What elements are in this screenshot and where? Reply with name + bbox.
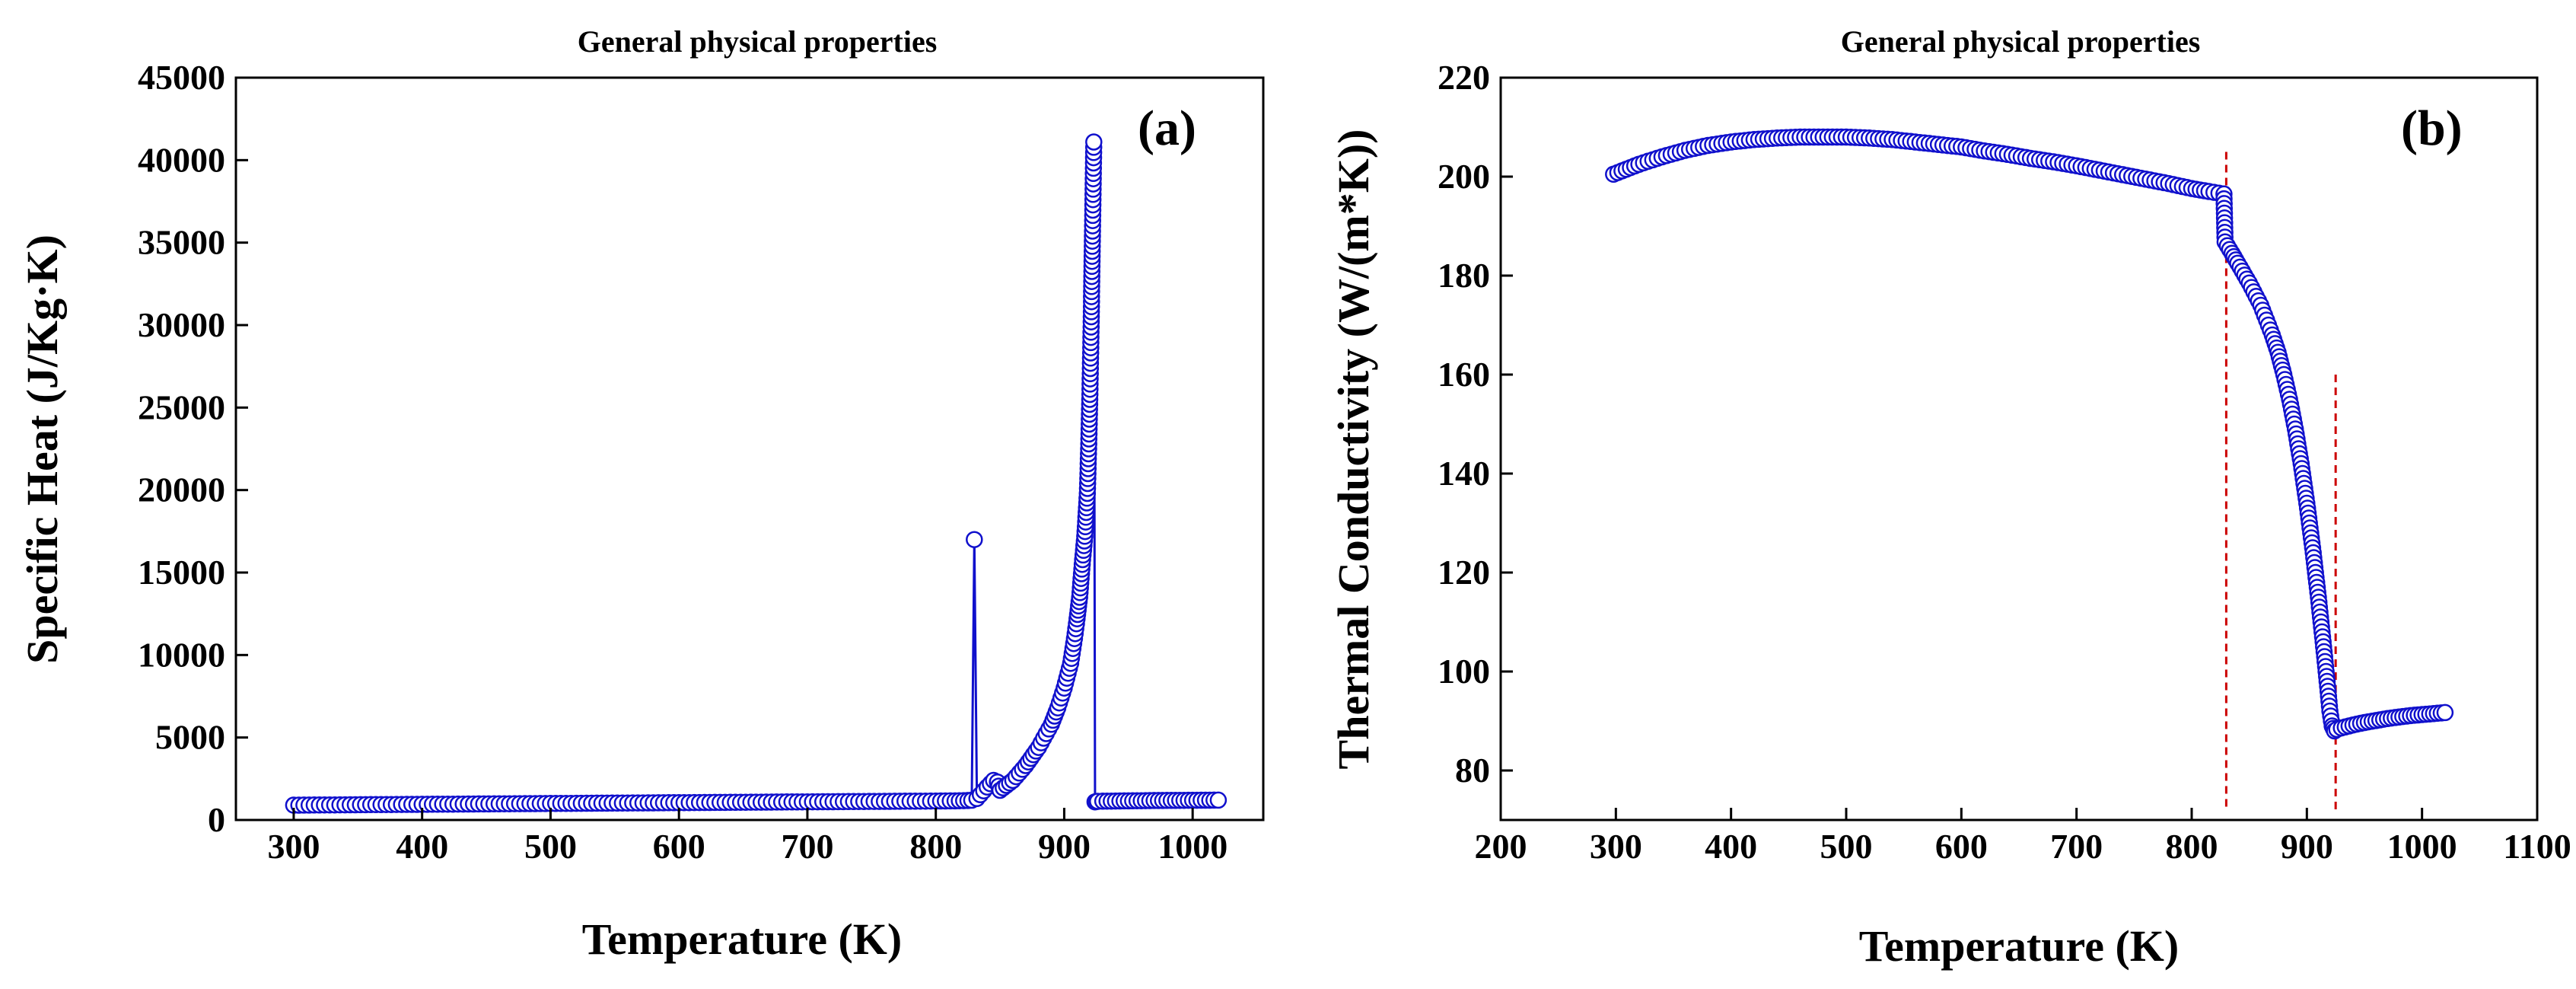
x-tick-label: 400 xyxy=(1705,827,1757,866)
panel-b-series xyxy=(1605,128,2454,740)
y-tick-label: 200 xyxy=(1438,157,1490,196)
panel-a-x-axis-title: Temperature (K) xyxy=(582,914,902,964)
y-tick-label: 35000 xyxy=(138,223,225,262)
x-tick-label: 600 xyxy=(1935,827,1988,866)
panel-b-y-axis-title: Thermal Conductivity (W/(m*K)) xyxy=(1329,129,1378,770)
y-tick-label: 10000 xyxy=(138,635,225,674)
x-tick-label: 600 xyxy=(653,827,705,866)
x-tick-label: 800 xyxy=(2166,827,2218,866)
y-tick-label: 100 xyxy=(1438,652,1490,691)
y-tick-label: 15000 xyxy=(138,553,225,592)
y-tick-label: 220 xyxy=(1438,58,1490,97)
x-tick-label: 900 xyxy=(2281,827,2333,866)
y-tick-label: 25000 xyxy=(138,388,225,426)
panel-a-plot-frame xyxy=(234,76,1265,822)
y-tick-label: 160 xyxy=(1438,355,1490,394)
y-tick-label: 180 xyxy=(1438,256,1490,295)
x-tick-label: 300 xyxy=(267,827,320,866)
panel-b-reference-lines xyxy=(2224,152,2337,810)
y-tick-label: 20000 xyxy=(138,471,225,509)
x-tick-label: 300 xyxy=(1590,827,1642,866)
x-tick-label: 900 xyxy=(1038,827,1091,866)
data-point xyxy=(1085,133,1103,151)
x-tick-label: 200 xyxy=(1475,827,1527,866)
y-tick-label: 45000 xyxy=(138,58,225,97)
y-tick-label: 120 xyxy=(1438,553,1490,592)
y-tick-label: 30000 xyxy=(138,305,225,344)
data-point xyxy=(2436,703,2454,722)
y-tick-label: 5000 xyxy=(155,718,225,757)
y-tick-label: 40000 xyxy=(138,140,225,179)
panel-a-series xyxy=(285,133,1228,814)
y-tick-label: 0 xyxy=(208,800,225,839)
x-tick-label: 1000 xyxy=(2387,827,2457,866)
x-tick-label: 800 xyxy=(909,827,962,866)
data-point xyxy=(966,531,983,548)
x-tick-label: 1000 xyxy=(1157,827,1228,866)
x-tick-label: 400 xyxy=(396,827,448,866)
panel-b-title: General physical properties xyxy=(1841,24,2201,59)
data-point xyxy=(1209,791,1228,809)
panel-b-letter: (b) xyxy=(2401,100,2463,156)
panel-a-y-axis-title: Specific Heat (J/Kg·K) xyxy=(18,234,67,664)
panel-a-letter: (a) xyxy=(1138,100,1196,156)
x-tick-label: 700 xyxy=(781,827,833,866)
x-tick-label: 500 xyxy=(1820,827,1873,866)
panel-b-plot-frame xyxy=(1499,76,2539,822)
x-tick-label: 700 xyxy=(2050,827,2103,866)
panel-a-specific-heat: General physical properties (a) Temperat… xyxy=(18,24,1265,964)
panel-b-x-axis-title: Temperature (K) xyxy=(1859,921,2179,971)
y-tick-label: 80 xyxy=(1455,751,1490,790)
x-tick-label: 1100 xyxy=(2503,827,2571,866)
panel-a-title: General physical properties xyxy=(578,24,938,59)
panel-b-thermal-conductivity: General physical properties (b) Temperat… xyxy=(1329,24,2571,971)
x-tick-label: 500 xyxy=(524,827,577,866)
y-tick-label: 140 xyxy=(1438,454,1490,493)
